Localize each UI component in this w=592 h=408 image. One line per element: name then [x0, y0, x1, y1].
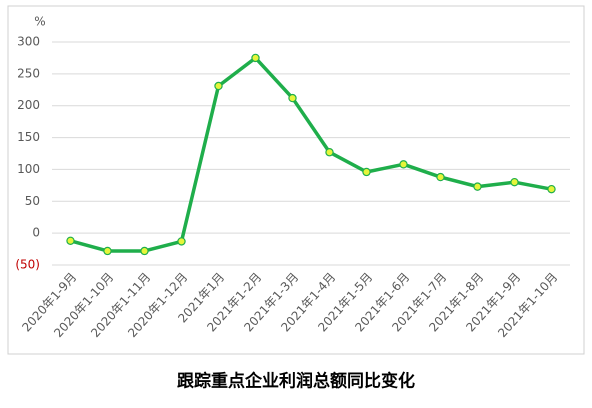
y-tick-label: 50 [25, 194, 40, 208]
chart-border [7, 5, 585, 355]
data-point [399, 160, 408, 169]
data-point [362, 167, 371, 177]
y-tick-label: 200 [17, 98, 40, 112]
data-point [251, 53, 260, 63]
data-point [103, 246, 112, 256]
data-point [547, 184, 556, 194]
data-point [473, 182, 482, 191]
data-point [288, 93, 297, 103]
data-point [140, 246, 149, 256]
y-tick-label: 250 [17, 66, 40, 80]
y-tick-label: 150 [17, 130, 40, 144]
data-point [510, 177, 519, 187]
data-line [70, 56, 552, 253]
y-tick-label: 300 [17, 35, 40, 49]
data-point [436, 172, 445, 182]
data-point [66, 236, 75, 245]
y-tick-label: 0 [32, 226, 40, 240]
y-tick-label: 100 [17, 162, 40, 176]
data-point [177, 237, 186, 246]
y-unit: % [34, 15, 45, 29]
y-tick-label: (50) [15, 258, 40, 272]
chart-title: 跟踪重点企业利润总额同比变化 [177, 371, 415, 392]
data-point [214, 81, 223, 91]
data-point [325, 148, 334, 157]
